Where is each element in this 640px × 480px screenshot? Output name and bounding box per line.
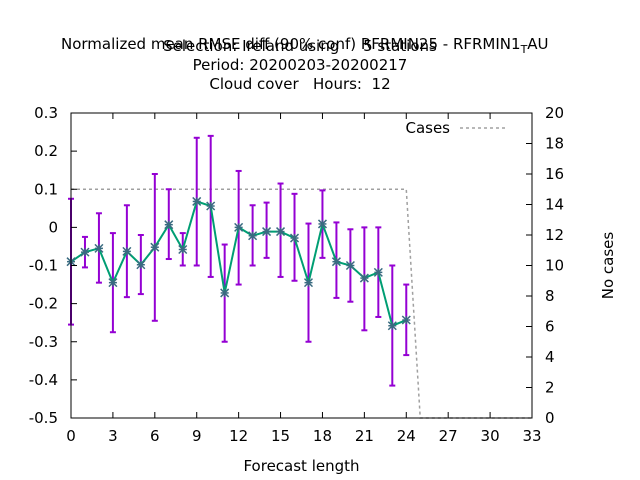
data-point — [387, 321, 397, 331]
x-tick-label: 0 — [66, 427, 76, 445]
chart-title-line-4: Cloud cover Hours: 12 — [209, 75, 391, 93]
y2-tick-label: 20 — [545, 104, 564, 122]
y-tick-label: 0.1 — [34, 180, 58, 198]
data-point — [262, 227, 272, 237]
y-tick-label: -0.2 — [29, 295, 58, 313]
data-point — [164, 220, 174, 230]
title-main: Normalized mean RMSE diff (90% conf) RFR… — [61, 35, 549, 56]
legend: Cases — [405, 119, 506, 137]
y2-tick-label: 14 — [545, 196, 564, 214]
y-tick-label: -0.1 — [29, 257, 58, 275]
y-tick-label: 0 — [48, 218, 58, 236]
y-tick-label: -0.5 — [29, 409, 58, 427]
data-point — [122, 246, 132, 256]
axis-ticks: 0 3 6 9 12 15 18 21 24 27 30 33-0.5-0.4-0.3-0.2-0.1… — [29, 104, 564, 445]
y-tick-label: 0.2 — [34, 142, 58, 160]
y2-axis-label: No cases — [599, 232, 617, 300]
data-point — [248, 231, 258, 241]
y2-tick-label: 10 — [545, 257, 564, 275]
y-tick-label: -0.4 — [29, 371, 58, 389]
y2-tick-label: 16 — [545, 165, 564, 183]
cases-line — [71, 188, 532, 419]
x-axis-label: Forecast length — [243, 457, 359, 475]
plot-frame — [70, 112, 533, 419]
data-point — [220, 288, 230, 298]
x-tick-label: 18 — [313, 427, 332, 445]
y-tick-label: 0.3 — [34, 104, 58, 122]
data-point — [192, 196, 202, 206]
y2-tick-label: 2 — [545, 379, 555, 397]
data-point — [108, 278, 118, 288]
data-point — [373, 267, 383, 277]
y2-tick-label: 8 — [545, 287, 555, 305]
x-tick-label: 33 — [522, 427, 541, 445]
data-point — [178, 244, 188, 255]
data-point — [303, 278, 314, 288]
title-subscript: T — [520, 43, 528, 56]
data-point — [317, 219, 327, 229]
x-tick-label: 3 — [108, 427, 118, 445]
x-tick-label: 24 — [397, 427, 416, 445]
data-point — [331, 257, 341, 267]
data-point — [136, 260, 146, 270]
y2-tick-label: 4 — [545, 348, 555, 366]
data-point — [150, 242, 160, 252]
data-point — [206, 201, 216, 211]
y2-tick-label: 6 — [545, 318, 555, 336]
x-tick-label: 9 — [192, 427, 202, 445]
data-point — [234, 222, 244, 232]
x-tick-label: 12 — [229, 427, 248, 445]
cases-series — [71, 188, 532, 419]
chart-title-line-3: Period: 20200203-20200217 — [192, 56, 408, 74]
error-bars — [68, 134, 410, 387]
legend-label-cases: Cases — [405, 119, 450, 137]
y2-tick-label: 0 — [545, 409, 555, 427]
y2-tick-label: 18 — [545, 135, 564, 153]
data-point — [94, 243, 104, 253]
x-tick-label: 30 — [481, 427, 500, 445]
rmse-series — [66, 196, 411, 331]
x-tick-label: 21 — [355, 427, 374, 445]
y2-tick-label: 12 — [545, 226, 564, 244]
data-point — [359, 273, 369, 283]
x-tick-label: 15 — [271, 427, 290, 445]
data-point — [401, 315, 411, 325]
chart-title-line-1: Normalized mean RMSE diff (90% conf) RFR… — [0, 17, 600, 56]
x-tick-label: 6 — [150, 427, 160, 445]
chart-title-line-2: Selection: Ireland using 5 stations — [163, 37, 437, 55]
x-tick-label: 27 — [439, 427, 458, 445]
data-point — [80, 247, 90, 257]
y-tick-label: -0.3 — [29, 333, 58, 351]
data-point — [276, 227, 286, 237]
data-point — [289, 233, 300, 243]
data-point — [345, 260, 355, 271]
